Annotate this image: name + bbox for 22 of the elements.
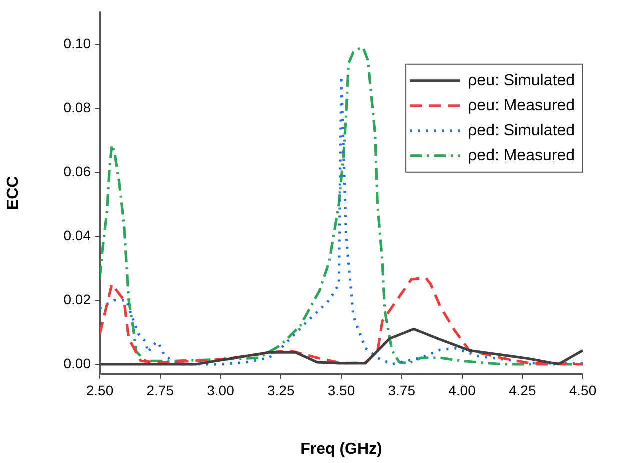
x-tick-label: 3.00	[207, 382, 235, 398]
legend-label: ρed: Simulated	[468, 122, 575, 140]
x-tick-label: 3.75	[388, 382, 416, 398]
y-tick-label: 0.00	[64, 355, 92, 372]
x-axis-title: Freq (GHz)	[300, 440, 382, 458]
x-tick-label: 4.00	[448, 382, 476, 398]
y-tick-label: 0.08	[64, 99, 92, 116]
y-tick-label: 0.04	[64, 227, 92, 244]
legend-label: ρeu: Simulated	[468, 72, 575, 90]
x-tick-label: 3.50	[328, 382, 356, 398]
x-tick-label: 2.50	[86, 382, 114, 398]
y-tick-label: 0.02	[64, 291, 92, 308]
x-tick-label: 4.25	[509, 382, 536, 398]
line-series	[100, 276, 583, 366]
x-tick-label: 4.50	[569, 382, 597, 398]
y-tick-label: 0.06	[64, 163, 92, 180]
legend-label: ρed: Measured	[468, 147, 575, 164]
legend-label: ρeu: Measured	[468, 97, 575, 114]
x-tick-label: 2.75	[146, 382, 174, 398]
x-tick-label: 3.25	[268, 382, 295, 398]
y-axis-title: ECC	[5, 176, 22, 210]
y-tick-label: 0.10	[64, 35, 92, 52]
